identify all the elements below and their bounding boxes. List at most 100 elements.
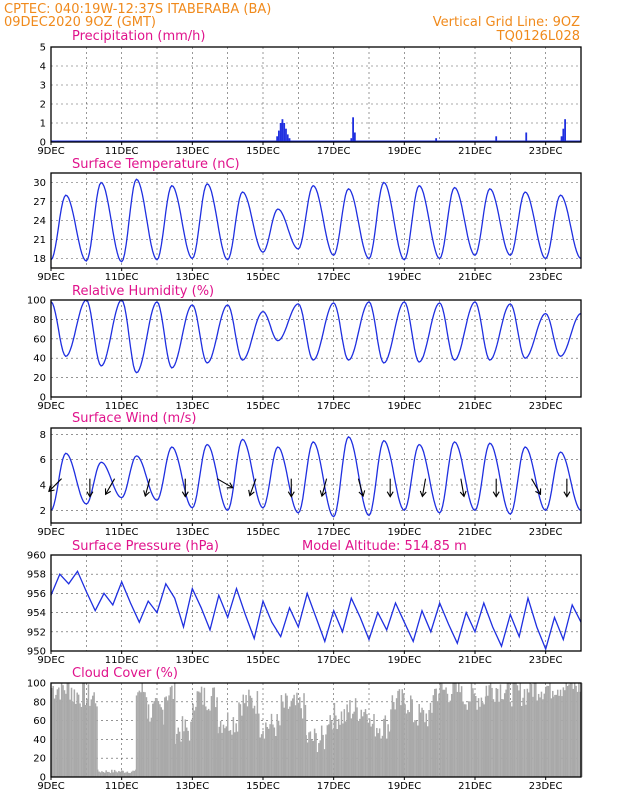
cloud-bar: [112, 772, 114, 777]
cloud-bar: [76, 692, 78, 777]
cloud-bar: [308, 732, 310, 777]
temp-panel: Surface Temperature (nC) 18 21 24 27 30 9DEC 11…: [33, 157, 582, 283]
cloud-bar: [232, 717, 235, 777]
rh-ytick: 0: [40, 393, 46, 404]
cloud-bar: [311, 739, 313, 777]
cloud-bar: [279, 725, 281, 777]
cloud-bar: [322, 734, 324, 777]
cloud-bar: [515, 683, 517, 777]
cloud-bar: [556, 689, 559, 777]
cloud-bar: [346, 704, 348, 777]
cloud-title: Cloud Cover (%): [72, 666, 178, 681]
cloud-bar: [185, 727, 188, 777]
cloud-bar: [391, 695, 394, 777]
cloud-bar: [330, 721, 333, 777]
panels: Precipitation (mm/h) 0 1 2 3 4 5 9DEC 11DEC 13DEC…: [27, 29, 583, 792]
cloud-bar: [219, 720, 222, 777]
cloud-bar: [212, 687, 214, 777]
wind-xtick: 23DEC: [529, 527, 563, 538]
cloud-bar: [173, 683, 176, 777]
cloud-bar: [289, 706, 291, 777]
cloud-bar: [537, 693, 540, 777]
cloud-bar: [411, 702, 413, 777]
cloud-bar: [475, 695, 477, 777]
wind-arrow-shaft: [105, 478, 116, 495]
wind-series-line: [50, 436, 582, 518]
cloud-bar: [573, 683, 576, 777]
cloud-bar: [528, 692, 530, 777]
cloud-bar: [187, 730, 189, 777]
cloud-bar: [73, 689, 76, 777]
cloud-bar: [363, 712, 365, 777]
cloud-bar: [301, 718, 304, 777]
cloud-bar: [300, 708, 302, 777]
cloud-bar: [332, 729, 334, 777]
precip-ytick: 1: [40, 119, 46, 130]
cloud-bar: [472, 688, 474, 777]
cloud-bar: [238, 702, 240, 777]
press-xtick: 17DEC: [317, 655, 351, 666]
cloud-bar: [401, 689, 404, 777]
cloud-bar: [213, 687, 216, 777]
cloud-bar: [181, 716, 184, 777]
cloud-bar: [153, 701, 155, 777]
temp-ytick: 18: [33, 254, 46, 265]
cloud-bar: [499, 684, 502, 777]
cloud-bar: [555, 694, 558, 777]
cloud-bar: [361, 716, 364, 777]
cloud-bar: [432, 695, 435, 777]
cloud-bar: [532, 696, 534, 777]
cloud-bar: [206, 710, 208, 777]
cloud-bar: [494, 701, 496, 777]
cloud-bar: [426, 726, 429, 777]
press-series-line: [50, 569, 582, 652]
cloud-bar: [199, 692, 201, 777]
cloud-bar: [336, 729, 338, 777]
cloud-bar: [530, 684, 533, 777]
wind-arrow-head: [358, 490, 366, 498]
cloud-bar: [77, 694, 80, 777]
wind-xtick: 17DEC: [317, 527, 351, 538]
precip-bar: [352, 117, 354, 142]
cloud-bar: [249, 695, 252, 777]
cloud-bar: [450, 693, 453, 777]
cloud-bar: [89, 705, 91, 777]
header-date: 09DEC2020 9OZ (GMT): [4, 15, 156, 30]
precip-xtick: 17DEC: [317, 146, 351, 157]
rh-frame: [50, 299, 582, 398]
cloud-bar: [445, 687, 447, 777]
cloud-bar: [539, 697, 541, 777]
cloud-bar: [408, 712, 411, 777]
cloud-bar: [485, 685, 488, 777]
cloud-bar: [455, 683, 457, 777]
cloud-xtick: 19DEC: [387, 781, 421, 792]
cloud-bar: [544, 686, 547, 777]
cloud-bar: [400, 705, 402, 777]
cloud-bar: [329, 715, 331, 777]
cloud-bar: [535, 683, 537, 777]
cloud-xtick: 13DEC: [175, 781, 209, 792]
cloud-bar: [579, 691, 582, 777]
rh-panel: Relative Humidity (%) 0 20 40 60 80 100 9DEC 11D…: [27, 284, 582, 412]
cloud-bar: [360, 709, 363, 777]
cloud-bar: [225, 726, 228, 777]
temp-xtick: 17DEC: [317, 272, 351, 283]
cloud-bar: [137, 692, 139, 777]
press-ytick: 954: [27, 608, 46, 619]
cloud-bar: [222, 724, 225, 777]
cloud-bar: [104, 772, 106, 777]
cloud-bar: [441, 683, 443, 777]
cloud-bar: [390, 709, 392, 777]
press-xtick: 11DEC: [105, 655, 139, 666]
wind-arrow-head: [319, 490, 327, 498]
press-title: Surface Pressure (hPa): [72, 539, 219, 554]
cloud-bar: [184, 719, 187, 777]
cloud-bar: [569, 683, 572, 777]
cloud-bar: [377, 733, 379, 777]
cloud-bar: [565, 683, 567, 777]
cloud-bar: [90, 699, 93, 777]
cloud-bar: [273, 727, 276, 777]
precip-bar: [350, 138, 353, 142]
cloud-bar: [132, 770, 134, 777]
wind-xtick: 21DEC: [458, 527, 492, 538]
